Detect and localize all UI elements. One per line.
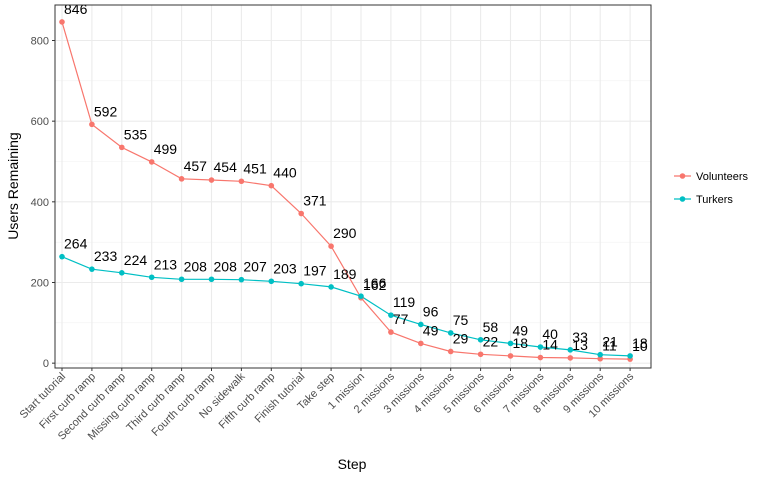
volunteers-data-label: 10 xyxy=(632,338,648,354)
turkers-point xyxy=(388,312,394,318)
turkers-data-label: 166 xyxy=(363,275,387,291)
turkers-data-label: 49 xyxy=(513,322,529,338)
volunteers-data-label: 457 xyxy=(184,158,208,174)
volunteers-point xyxy=(59,19,65,25)
y-axis-title: Users Remaining xyxy=(5,132,21,239)
series-lines xyxy=(61,21,631,360)
legend-key-point-volunteers xyxy=(679,173,686,179)
plot-panel-border xyxy=(54,4,652,369)
turkers-data-label: 21 xyxy=(602,334,618,350)
volunteers-point xyxy=(298,210,305,217)
turkers-data-label: 189 xyxy=(333,266,357,282)
turkers-point xyxy=(268,278,275,285)
volunteers-point xyxy=(119,144,125,151)
volunteers-data-label: 13 xyxy=(572,337,588,353)
y-tick-label: 800 xyxy=(31,35,49,47)
turkers-point xyxy=(477,336,484,343)
volunteers-point xyxy=(447,348,454,355)
volunteers-point xyxy=(328,243,334,249)
turkers-point xyxy=(567,347,574,353)
turkers-point xyxy=(178,276,185,283)
turkers-point xyxy=(358,293,364,300)
turkers-data-label: 208 xyxy=(214,258,238,274)
volunteers-data-label: 22 xyxy=(483,333,499,349)
turkers-data-label: 197 xyxy=(303,263,327,279)
turkers-point xyxy=(597,351,603,358)
turkers-data-label: 203 xyxy=(273,260,297,276)
volunteers-data-label: 592 xyxy=(94,103,118,119)
turkers-point xyxy=(418,321,424,328)
volunteers-data-label: 440 xyxy=(273,165,297,181)
x-axis-title: Step xyxy=(338,456,367,472)
turkers-point xyxy=(119,270,125,276)
volunteers-point xyxy=(89,121,95,128)
volunteers-data-label: 846 xyxy=(64,1,88,17)
volunteers-point xyxy=(418,340,424,347)
volunteers-point xyxy=(148,159,155,165)
y-tick-label: 0 xyxy=(43,358,49,370)
volunteers-data-label: 371 xyxy=(303,193,327,209)
y-tick-label: 200 xyxy=(31,277,49,289)
turkers-point xyxy=(298,280,305,287)
y-tick-label: 400 xyxy=(31,197,49,209)
volunteers-data-label: 290 xyxy=(333,225,357,241)
turkers-data-label: 224 xyxy=(124,252,148,268)
turkers-point xyxy=(148,274,155,281)
turkers-data-label: 40 xyxy=(542,326,558,342)
volunteers-data-label: 499 xyxy=(154,141,178,157)
turkers-point xyxy=(507,340,514,347)
turkers-data-label: 213 xyxy=(154,256,178,272)
volunteers-data-label: 29 xyxy=(453,330,469,346)
volunteers-data-label: 49 xyxy=(423,322,439,338)
turkers-point xyxy=(627,353,633,359)
volunteers-data-label: 77 xyxy=(393,311,409,327)
turkers-point xyxy=(447,330,454,336)
volunteers-point xyxy=(477,351,484,358)
turkers-line xyxy=(61,256,631,357)
turkers-data-label: 33 xyxy=(572,329,588,345)
turkers-data-label: 207 xyxy=(243,259,267,275)
turkers-data-label: 208 xyxy=(184,258,208,274)
volunteers-point xyxy=(238,178,245,185)
turkers-data-label: 264 xyxy=(64,236,88,252)
turkers-data-label: 233 xyxy=(94,248,118,264)
turkers-point xyxy=(89,266,95,272)
volunteers-line xyxy=(61,21,631,360)
data-labels: 846 592 535 499 457 454 451 440 371 290 162 77 49 29 2… xyxy=(64,1,648,354)
volunteers-data-label: 451 xyxy=(243,160,267,176)
volunteers-point xyxy=(537,354,544,361)
turkers-point xyxy=(328,284,334,290)
volunteers-data-label: 162 xyxy=(363,277,387,293)
legend-label-volunteers: Volunteers xyxy=(696,171,748,183)
volunteers-point xyxy=(208,177,215,183)
turkers-point xyxy=(537,344,544,350)
turkers-data-label: 96 xyxy=(423,303,439,319)
volunteers-point xyxy=(567,355,574,361)
volunteers-point xyxy=(388,329,394,335)
volunteers-point xyxy=(268,182,275,189)
volunteers-data-label: 18 xyxy=(513,335,529,351)
volunteers-data-label: 14 xyxy=(542,337,558,353)
volunteers-point xyxy=(597,355,603,362)
turkers-data-label: 58 xyxy=(483,319,499,335)
legend-key-point-turkers xyxy=(679,196,686,202)
volunteers-point xyxy=(507,353,514,359)
turkers-point xyxy=(238,276,245,283)
turkers-data-label: 75 xyxy=(453,312,469,328)
volunteers-data-label: 11 xyxy=(602,338,617,354)
turkers-point xyxy=(59,253,65,260)
turkers-data-label: 18 xyxy=(632,335,648,351)
volunteers-data-label: 535 xyxy=(124,126,148,142)
legend-label-turkers: Turkers xyxy=(696,194,733,206)
legend: Volunteers Turkers xyxy=(674,171,748,206)
y-tick-label: 600 xyxy=(31,116,49,128)
volunteers-point xyxy=(178,176,185,182)
turkers-data-label: 119 xyxy=(393,294,416,310)
turkers-point xyxy=(208,276,215,283)
volunteers-data-label: 454 xyxy=(214,159,238,175)
series-points xyxy=(59,19,633,362)
